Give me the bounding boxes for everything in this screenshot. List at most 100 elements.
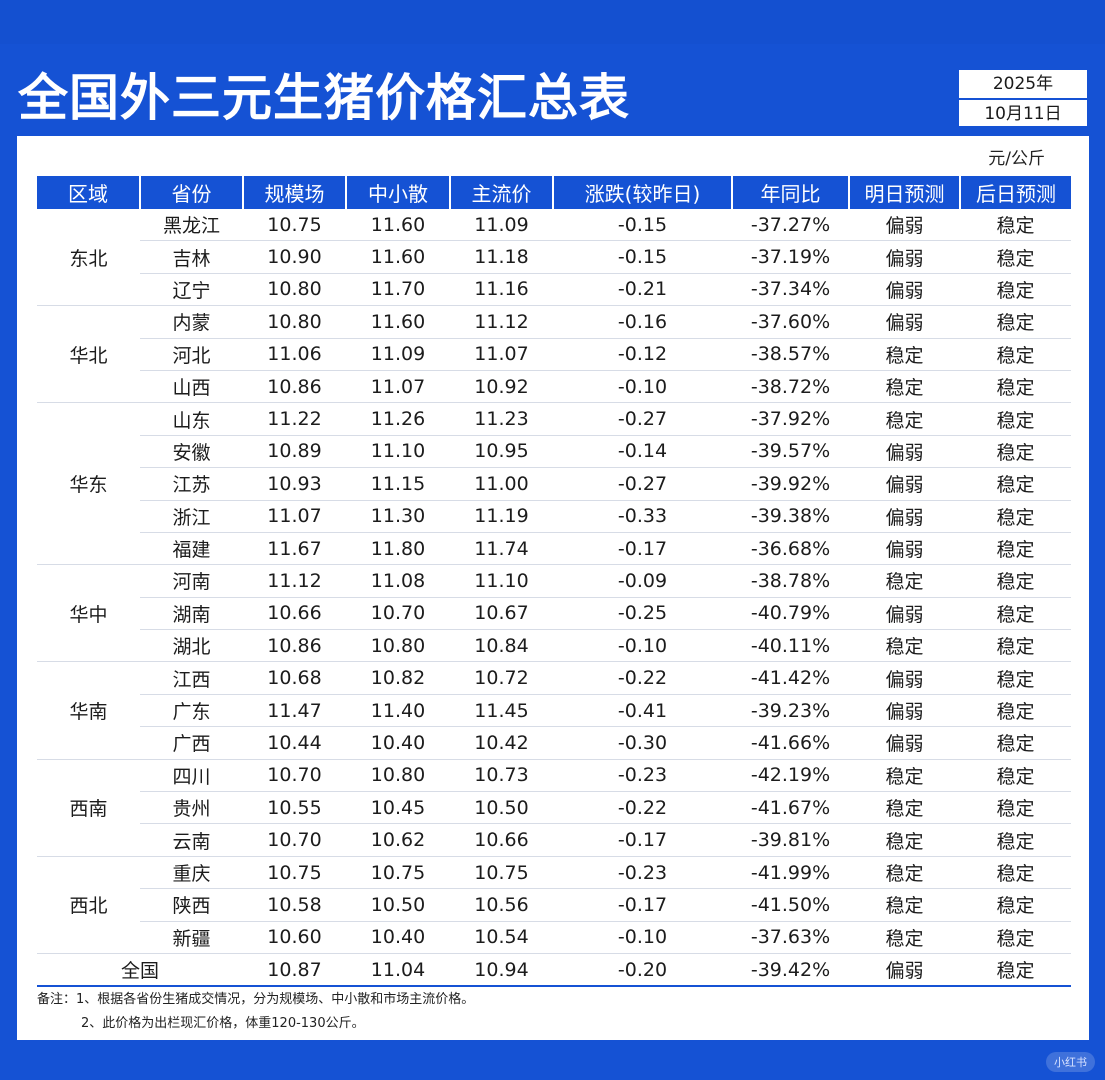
change-cell: -0.17 [553, 532, 732, 566]
small-farm-cell: 11.40 [346, 694, 450, 728]
large-farm-cell: 10.75 [243, 856, 346, 890]
tomorrow-forecast-cell: 偏弱 [849, 467, 960, 501]
tomorrow-forecast-cell: 稳定 [849, 564, 960, 598]
tomorrow-forecast-cell: 偏弱 [849, 435, 960, 469]
after-forecast-cell: 稳定 [960, 888, 1071, 922]
main-price-cell: 11.10 [450, 564, 553, 598]
small-farm-cell: 10.40 [346, 726, 450, 760]
province-cell: 安徽 [140, 435, 243, 469]
main-price-cell: 10.75 [450, 856, 553, 890]
small-farm-cell: 11.26 [346, 402, 450, 436]
small-farm-cell: 11.07 [346, 370, 450, 404]
province-cell: 福建 [140, 532, 243, 566]
column-header: 明日预测 [849, 176, 961, 209]
tomorrow-forecast-cell: 稳定 [849, 888, 960, 922]
change-cell: -0.23 [553, 856, 732, 890]
large-farm-cell: 10.93 [243, 467, 346, 501]
note-2: 2、此价格为出栏现汇价格，体重120-130公斤。 [81, 1016, 365, 1031]
note-1: 备注：1、根据各省份生猪成交情况，分为规模场、中小散和市场主流价格。 [37, 992, 475, 1007]
small-farm-cell: 10.80 [346, 759, 450, 793]
yoy-cell: -37.27% [732, 209, 849, 242]
main-price-cell: 11.19 [450, 500, 553, 533]
after-forecast-cell: 稳定 [960, 856, 1071, 890]
small-farm-cell: 11.60 [346, 240, 450, 274]
after-forecast-cell: 稳定 [960, 921, 1071, 954]
large-farm-cell: 10.90 [243, 240, 346, 274]
tomorrow-forecast-cell: 偏弱 [849, 305, 960, 339]
yoy-cell: -37.63% [732, 921, 849, 954]
large-farm-cell: 10.66 [243, 597, 346, 631]
change-cell: -0.16 [553, 305, 732, 339]
main-price-cell: 10.66 [450, 823, 553, 857]
header-band [0, 44, 1105, 136]
total-after-cell: 稳定 [960, 953, 1071, 988]
column-header: 中小散 [346, 176, 451, 209]
main-price-cell: 11.74 [450, 532, 553, 566]
after-forecast-cell: 稳定 [960, 240, 1071, 274]
total-small-cell: 11.04 [346, 953, 450, 988]
date-box: 2025年 10月11日 [957, 68, 1089, 128]
main-price-cell: 11.12 [450, 305, 553, 339]
large-farm-cell: 11.47 [243, 694, 346, 728]
small-farm-cell: 10.70 [346, 597, 450, 631]
change-cell: -0.30 [553, 726, 732, 760]
after-forecast-cell: 稳定 [960, 338, 1071, 371]
province-cell: 湖南 [140, 597, 243, 631]
yoy-cell: -41.67% [732, 791, 849, 825]
total-row: 全国 10.87 11.04 10.94 -0.20 -39.42% 偏弱 稳定 [37, 953, 1071, 988]
change-cell: -0.10 [553, 629, 732, 663]
large-farm-cell: 10.86 [243, 370, 346, 404]
after-forecast-cell: 稳定 [960, 694, 1071, 728]
main-price-cell: 10.95 [450, 435, 553, 469]
yoy-cell: -41.42% [732, 661, 849, 695]
yoy-cell: -37.19% [732, 240, 849, 274]
province-cell: 新疆 [140, 921, 243, 954]
yoy-cell: -39.23% [732, 694, 849, 728]
main-price-cell: 10.42 [450, 726, 553, 760]
change-cell: -0.17 [553, 888, 732, 922]
yoy-cell: -36.68% [732, 532, 849, 566]
column-header: 省份 [140, 176, 244, 209]
page-title: 全国外三元生猪价格汇总表 [18, 69, 630, 127]
table-row: 辽宁 10.80 11.70 11.16 -0.21 -37.34% 偏弱 稳定 [37, 273, 1071, 307]
change-cell: -0.15 [553, 209, 732, 242]
table-row: 湖北 10.86 10.80 10.84 -0.10 -40.11% 稳定 稳定 [37, 629, 1071, 663]
tomorrow-forecast-cell: 偏弱 [849, 532, 960, 566]
small-farm-cell: 11.60 [346, 305, 450, 339]
total-change-cell: -0.20 [553, 953, 732, 988]
large-farm-cell: 11.06 [243, 338, 346, 371]
province-cell: 吉林 [140, 240, 243, 274]
yoy-cell: -40.11% [732, 629, 849, 663]
small-farm-cell: 10.75 [346, 856, 450, 890]
table-row: 广西 10.44 10.40 10.42 -0.30 -41.66% 偏弱 稳定 [37, 726, 1071, 760]
yoy-cell: -39.92% [732, 467, 849, 501]
province-cell: 山东 [140, 402, 243, 436]
large-farm-cell: 10.70 [243, 759, 346, 793]
column-header: 年同比 [732, 176, 850, 209]
tomorrow-forecast-cell: 偏弱 [849, 500, 960, 533]
province-cell: 云南 [140, 823, 243, 857]
tomorrow-forecast-cell: 稳定 [849, 921, 960, 954]
change-cell: -0.41 [553, 694, 732, 728]
province-cell: 广西 [140, 726, 243, 760]
yoy-cell: -39.57% [732, 435, 849, 469]
province-cell: 江西 [140, 661, 243, 695]
tomorrow-forecast-cell: 偏弱 [849, 661, 960, 695]
change-cell: -0.22 [553, 661, 732, 695]
table-row: 吉林 10.90 11.60 11.18 -0.15 -37.19% 偏弱 稳定 [37, 240, 1071, 274]
large-farm-cell: 11.67 [243, 532, 346, 566]
change-cell: -0.10 [553, 370, 732, 404]
main-price-cell: 10.92 [450, 370, 553, 404]
main-price-cell: 10.50 [450, 791, 553, 825]
header-row: 区域 省份 规模场 中小散 主流价 涨跌(较昨日) 年同比 明日预测 后日预测 [37, 176, 1071, 209]
yoy-cell: -40.79% [732, 597, 849, 631]
yoy-cell: -37.34% [732, 273, 849, 307]
column-header: 规模场 [243, 176, 347, 209]
after-forecast-cell: 稳定 [960, 564, 1071, 598]
change-cell: -0.12 [553, 338, 732, 371]
yoy-cell: -41.99% [732, 856, 849, 890]
small-farm-cell: 10.45 [346, 791, 450, 825]
change-cell: -0.27 [553, 467, 732, 501]
total-label: 全国 [37, 953, 243, 988]
tomorrow-forecast-cell: 稳定 [849, 629, 960, 663]
